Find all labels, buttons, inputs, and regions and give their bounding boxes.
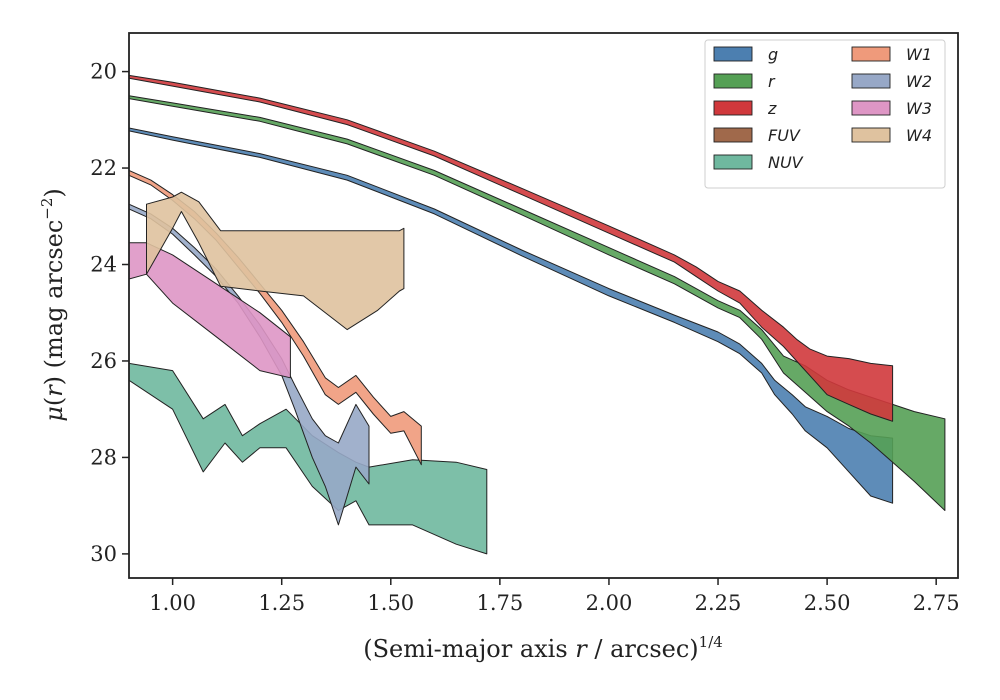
- legend-swatch-w4: [851, 127, 891, 143]
- y-axis: 20 22 24 26 28 30: [90, 60, 129, 566]
- legend: grz FUV NUV W1 W2 W3 W4: [704, 39, 946, 189]
- legend-label-z: z: [767, 99, 777, 118]
- x-tick-label: 1.75: [476, 591, 523, 615]
- legend-swatch-z: [713, 100, 753, 116]
- legend-swatch-nuv: [713, 154, 753, 170]
- band-r: [129, 95, 946, 511]
- x-axis: 1.00 1.25 1.50 1.75 2.00 2.25 2.50 2.75: [149, 578, 960, 615]
- legend-label-w4: W4: [906, 126, 932, 145]
- legend-label-nuv: NUV: [768, 153, 804, 172]
- y-tick-label: 26: [90, 349, 117, 373]
- x-tick-label: 1.50: [367, 591, 414, 615]
- y-tick-label: 24: [90, 253, 117, 277]
- y-tick-label: 22: [90, 156, 117, 180]
- x-tick-label: 1.00: [149, 591, 196, 615]
- y-tick-label: 30: [90, 542, 117, 566]
- plot-frame: [128, 32, 959, 579]
- y-tick-label: 28: [90, 445, 117, 469]
- band-nuv: [129, 362, 488, 555]
- x-tick-label: 2.00: [586, 591, 633, 615]
- legend-label-g: g: [768, 45, 778, 64]
- x-tick-label: 1.25: [258, 591, 305, 615]
- x-tick-label: 2.25: [695, 591, 742, 615]
- band-g: [129, 127, 894, 504]
- x-tick-label: 2.75: [913, 591, 960, 615]
- y-tick-label: 20: [90, 60, 117, 84]
- band-w4: [146, 191, 405, 331]
- legend-swatch-w3: [851, 100, 891, 116]
- legend-swatch-w2: [851, 73, 891, 89]
- x-axis-label: (Semi-major axis r / arcsec)1/4: [363, 633, 723, 663]
- legend-swatch-g: [713, 46, 753, 62]
- series-layer: [129, 74, 946, 555]
- legend-swatch-r: [713, 73, 753, 89]
- legend-swatch-fuv: [713, 127, 753, 143]
- legend-label-w1: W1: [906, 45, 932, 64]
- legend-label-w2: W2: [906, 72, 932, 91]
- x-tick-label: 2.50: [804, 591, 851, 615]
- legend-label-w3: W3: [906, 99, 932, 118]
- legend-swatch-w1: [851, 46, 891, 62]
- legend-label-fuv: FUV: [768, 126, 801, 145]
- band-z: [129, 74, 894, 422]
- legend-label-r: r: [768, 72, 776, 91]
- y-axis-label: μ(r) (mag arcsec−2): [38, 188, 68, 422]
